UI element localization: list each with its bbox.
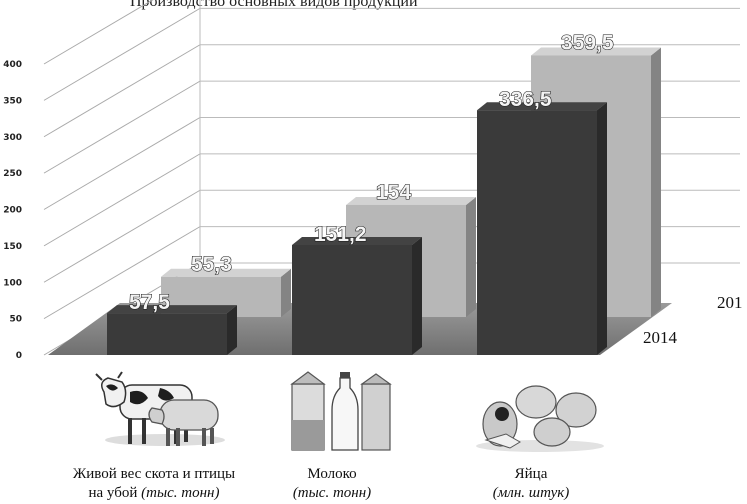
svg-text:Яйца: Яйца [515, 466, 548, 482]
y-tick-label: 200 [3, 206, 22, 216]
svg-text:(млн. штук): (млн. штук) [493, 485, 570, 501]
y-tick-label: 50 [9, 315, 22, 325]
data-label-2015: 154 [376, 181, 411, 204]
svg-text:Молоко: Молоко [307, 466, 356, 482]
gridline-diag-250 [44, 81, 200, 173]
category-label-eggs: Яйца (млн. штук) [493, 466, 570, 501]
svg-text:(тыс. тонн): (тыс. тонн) [293, 485, 371, 501]
bar-2014-0 [107, 305, 237, 355]
gridline-diag-100 [44, 190, 200, 282]
y-tick-label: 100 [3, 278, 22, 288]
year-label-2014: 2014 [643, 328, 678, 347]
y-tick-label: 0 [16, 351, 22, 361]
y-axis: 0 50 100 150 200 250 300 350 400 [3, 60, 22, 361]
y-tick-label: 400 [3, 60, 22, 70]
gridline-diag-150 [44, 154, 200, 246]
gridline-diag-350 [44, 8, 200, 100]
data-label-2014: 151,2 [314, 223, 367, 246]
bar-2014-2 [477, 102, 607, 355]
svg-text:Живой вес скота и птицы: Живой вес скота и птицы [73, 466, 235, 482]
bar-2014-1 [292, 237, 422, 355]
data-label-2015: 55,3 [191, 253, 232, 276]
data-label-2014: 336,5 [499, 88, 552, 111]
data-label-2014: 57,5 [129, 291, 170, 314]
gridline-diag-300 [44, 45, 200, 137]
milk-cartons-icon [292, 372, 390, 450]
category-label-milk: Молоко (тыс. тонн) [293, 466, 371, 501]
y-tick-label: 150 [3, 242, 22, 252]
cow-and-pig-icon [96, 372, 225, 446]
category-label-livestock: Живой вес скота и птицы на убой (тыс. то… [73, 466, 235, 501]
year-label-2015: 201 [717, 293, 743, 312]
svg-text:на убой (тыс. тонн): на убой (тыс. тонн) [88, 485, 219, 501]
y-tick-label: 300 [3, 133, 22, 143]
y-tick-label: 250 [3, 169, 22, 179]
y-tick-label: 350 [3, 96, 22, 106]
eggs-icon [476, 386, 604, 452]
data-label-2015: 359,5 [561, 31, 614, 54]
gridline-diag-200 [44, 118, 200, 210]
